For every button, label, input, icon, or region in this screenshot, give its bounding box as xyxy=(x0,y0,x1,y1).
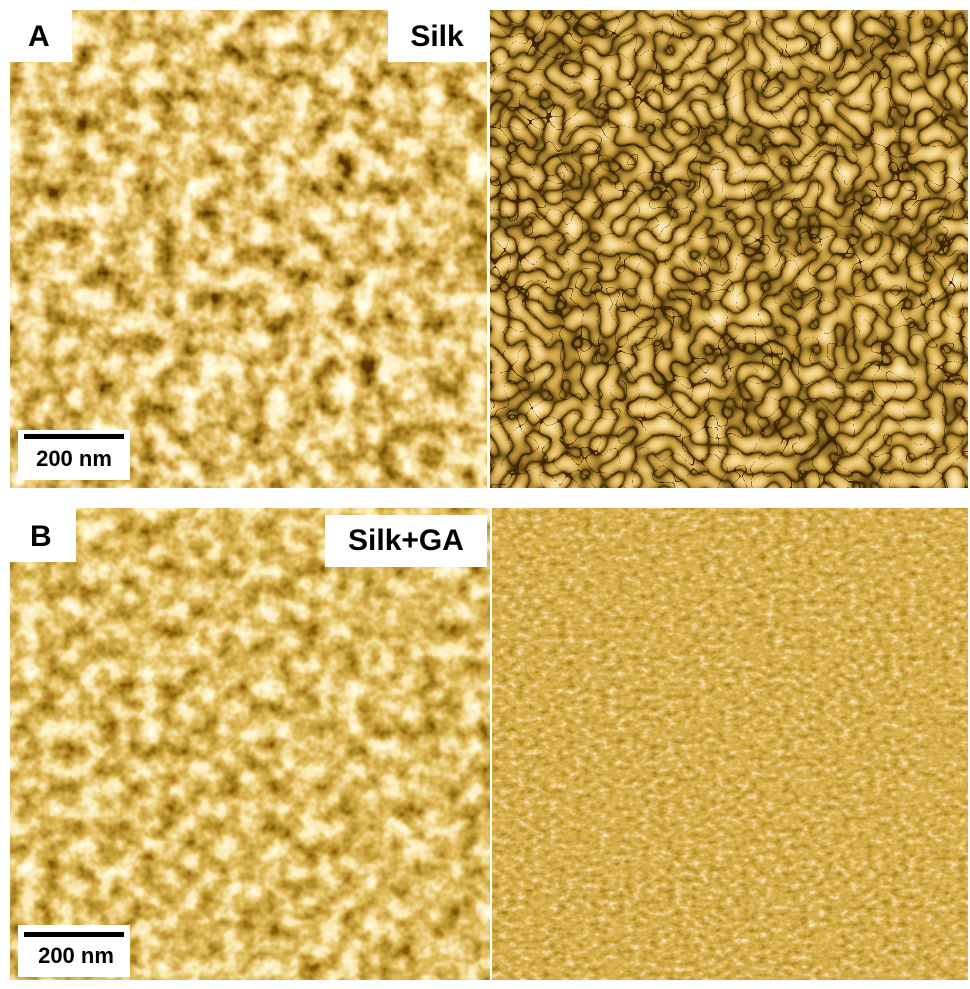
panel-label: B xyxy=(30,520,52,553)
panel-label: A xyxy=(28,20,50,53)
afm-height-image xyxy=(10,508,490,980)
figure: A Silk 200 nm B Silk+GA 200 nm xyxy=(0,0,970,984)
scale-label: 200 nm xyxy=(36,446,112,471)
scale-label: 200 nm xyxy=(38,943,114,968)
afm-height-image xyxy=(10,10,487,488)
afm-phase-image xyxy=(490,10,968,488)
scale-bar xyxy=(24,932,124,937)
scale-bar xyxy=(24,434,124,439)
afm-phase-image xyxy=(492,508,968,980)
sample-label: Silk xyxy=(410,20,464,53)
sample-label: Silk+GA xyxy=(348,524,464,557)
